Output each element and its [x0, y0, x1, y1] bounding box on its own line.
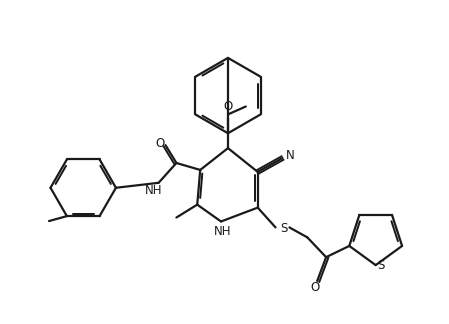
Text: O: O	[311, 282, 320, 295]
Text: S: S	[378, 259, 385, 272]
Text: N: N	[286, 149, 295, 162]
Text: O: O	[223, 100, 233, 113]
Text: NH: NH	[145, 184, 163, 197]
Text: O: O	[155, 137, 164, 150]
Text: NH: NH	[214, 225, 232, 238]
Text: S: S	[280, 222, 287, 235]
